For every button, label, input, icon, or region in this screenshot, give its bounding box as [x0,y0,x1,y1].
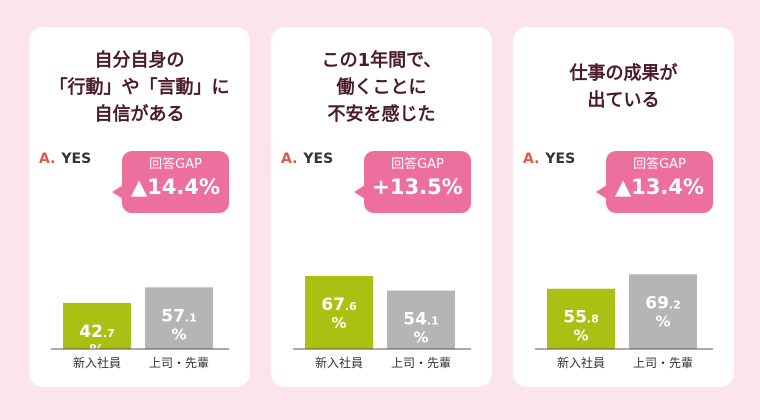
bar-unit-label: % [413,329,428,347]
bar-value-label: 57.1 [161,306,197,326]
category-label: 新入社員 [73,355,121,370]
bar-value-label: 69.2 [645,293,681,313]
category-label: 新入社員 [315,355,363,370]
bar [63,302,131,349]
bar-unit-label: % [171,325,186,343]
bar-value-label: 42.7 [79,322,115,342]
answer-mark: A. [523,151,540,167]
bar [387,290,455,349]
bar [305,275,373,349]
bar-chart: 55.8% 新入社員 69.2% 上司・先輩 [535,274,713,370]
bar-unit-label: % [331,314,346,332]
answer-text: YES [61,151,92,167]
gap-value: +13.5% [372,175,463,199]
gap-label: 回答GAP [633,157,686,172]
bar [145,287,213,349]
answer-label: A. YES [281,151,333,167]
bar-value-label: 54.1 [403,310,439,330]
answer-label: A. YES [39,151,91,167]
bar-chart: 67.6% 新入社員 54.1% 上司・先輩 [293,275,471,370]
gap-bubble: 回答GAP ▲13.4% [596,151,713,213]
category-label: 上司・先輩 [633,355,693,370]
gap-value: ▲13.4% [614,175,704,199]
chart-card: 自分自身の 「行動」や「言動」に 自信がある A. YES 回答GAP ▲14.4… [29,27,250,387]
bar-value-label: 67.6 [321,295,357,315]
answer-mark: A. [39,151,56,167]
answer-mark: A. [281,151,298,167]
chart-card: 仕事の成果が 出ている A. YES 回答GAP ▲13.4% 55.8% 新入社員… [513,27,734,387]
bar-unit-label: % [89,341,104,359]
bar [547,288,615,349]
category-label: 新入社員 [557,355,605,370]
bar [629,274,697,349]
bar-unit-label: % [573,327,588,345]
gap-label: 回答GAP [149,157,202,172]
chart-title: この1年間で、 働くことに 不安を感じた [321,49,442,125]
bar-unit-label: % [655,312,670,330]
gap-label: 回答GAP [391,157,444,172]
chart-card: この1年間で、 働くことに 不安を感じた A. YES 回答GAP +13.5% … [271,27,492,387]
answer-label: A. YES [523,151,575,167]
bar-value-label: 55.8 [563,308,599,328]
category-label: 上司・先輩 [391,355,451,370]
gap-value: ▲14.4% [130,175,220,199]
chart-title: 自分自身の 「行動」や「言動」に 自信がある [49,49,230,125]
category-label: 上司・先輩 [149,355,209,370]
answer-text: YES [545,151,576,167]
answer-text: YES [303,151,334,167]
gap-bubble: 回答GAP ▲14.4% [112,151,229,213]
gap-bubble: 回答GAP +13.5% [354,151,471,213]
chart-title: 仕事の成果が 出ている [569,63,678,111]
